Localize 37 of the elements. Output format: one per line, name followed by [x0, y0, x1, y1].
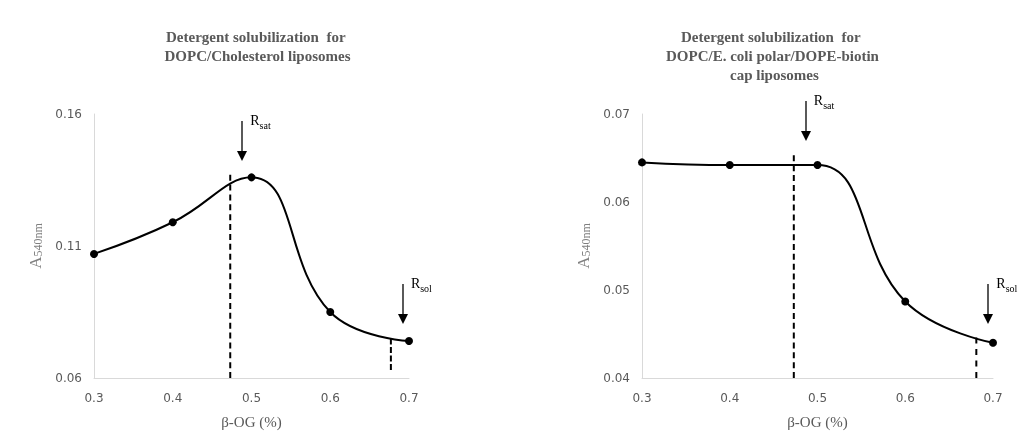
y-tick-label: 0.04 [603, 371, 630, 385]
point [901, 297, 910, 306]
chart-title: Detergent solubilization for DOPC/E. coli polar/DOPE-biotin cap liposomes [666, 28, 880, 83]
y-axis-title: A540nm [573, 222, 594, 269]
x-tick-label: 0.3 [632, 391, 652, 405]
y-tick-label: 0.11 [55, 239, 82, 253]
y-tick-label: 0.05 [603, 283, 630, 297]
annotation: R$_{sat}$ [250, 112, 271, 131]
y-tick-label: 0.16 [55, 107, 82, 121]
y-tick-label: 0.06 [55, 371, 82, 385]
point [989, 338, 997, 347]
x-tick-label: 0.7 [983, 391, 1003, 405]
text: R$_{sat}$ [813, 93, 835, 112]
x-tick-label: 0.7 [399, 391, 419, 405]
x-tick-label: 0.3 [84, 391, 104, 405]
point [326, 308, 335, 316]
chart-title: Detergent solubilization for DOPC/Cholesterol liposomes [164, 28, 351, 64]
x-tick-label: 0.5 [807, 391, 828, 405]
text: R$_{sol}$ [996, 275, 1018, 294]
x-axis-title: β-OG (%) [787, 413, 848, 431]
point [90, 249, 98, 258]
point [247, 173, 256, 182]
point [168, 218, 177, 227]
x-tick-label: 0.6 [895, 391, 915, 405]
text: R$_{sol}$ [410, 276, 432, 295]
point [813, 161, 822, 170]
y-tick-label: 0.07 [603, 107, 630, 121]
x-tick-label: 0.5 [241, 391, 262, 405]
point [405, 337, 413, 346]
point [725, 161, 734, 170]
point [638, 158, 646, 167]
y-axis-title: A540nm [25, 222, 46, 269]
x-tick-label: 0.6 [320, 391, 340, 405]
x-tick-label: 0.4 [163, 391, 183, 405]
x-tick-label: 0.4 [720, 391, 740, 405]
x-axis-title: β-OG (%) [221, 413, 282, 431]
y-tick-label: 0.06 [603, 195, 630, 209]
